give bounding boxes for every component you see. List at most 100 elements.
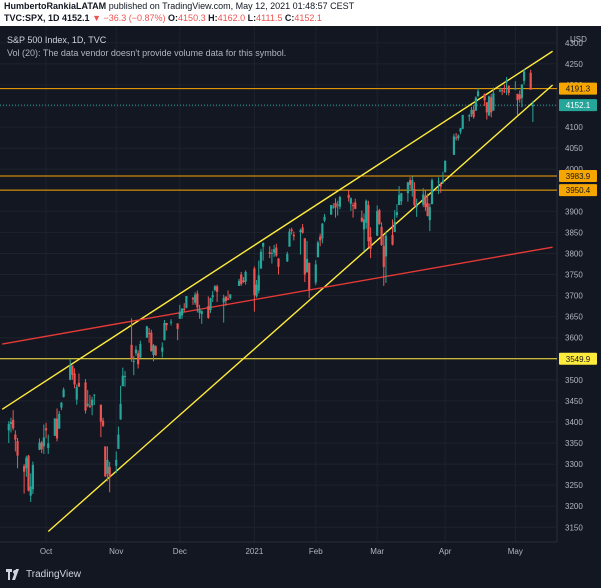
candle-body — [196, 293, 199, 308]
candle-body — [336, 204, 339, 206]
candle-body — [523, 71, 526, 81]
candle-body — [507, 85, 510, 93]
candle-body — [77, 382, 81, 387]
ohlc-line: TVC:SPX, 1D 4152.1 ▼ −36.3 (−0.87%) O:41… — [4, 13, 322, 23]
price-tick-label: 3150 — [565, 523, 583, 532]
candle-body — [303, 238, 306, 275]
candle-body — [380, 226, 383, 246]
price-chart[interactable]: 3150320032503300335034003450350035503600… — [0, 26, 601, 588]
candle-body — [384, 235, 388, 257]
tradingview-logo[interactable]: TradingView — [6, 569, 81, 580]
candle-body — [86, 403, 89, 406]
candle-body — [115, 459, 118, 466]
candle-body — [277, 258, 280, 267]
candle-body — [503, 91, 506, 93]
candle-body — [406, 182, 409, 194]
open-value: 4150.3 — [178, 13, 206, 23]
candle-body — [119, 403, 122, 420]
price-tick-label: 3900 — [565, 207, 583, 216]
author-name[interactable]: HumbertoRankiaLATAM — [4, 1, 107, 11]
time-tick-label: Feb — [309, 547, 323, 556]
price-tick-label: 3650 — [565, 313, 583, 322]
symbol-label: TVC:SPX, 1D — [4, 13, 60, 23]
candle-body — [31, 464, 34, 490]
trendline — [2, 246, 553, 345]
candle-body — [75, 386, 78, 400]
candle-body — [132, 360, 135, 362]
candle-body — [121, 375, 124, 387]
price-tick-label: 3750 — [565, 271, 583, 280]
candle-body — [457, 135, 460, 139]
candle-body — [437, 181, 440, 183]
candle-body — [400, 193, 403, 202]
candle-body — [514, 88, 517, 90]
last-price-badge — [559, 99, 597, 112]
candle-body — [148, 333, 151, 335]
candle-body — [12, 419, 15, 429]
level-price-badge-label: 3549.9 — [566, 355, 591, 364]
candle-body — [321, 223, 324, 239]
candle-body — [395, 212, 399, 216]
candle-body — [185, 296, 188, 308]
candle-body — [16, 440, 19, 456]
candle-body — [71, 365, 74, 375]
time-tick-label: Nov — [109, 547, 123, 556]
trendline — [1, 50, 553, 410]
candle-body — [25, 457, 28, 469]
price-tick-label: 4000 — [565, 165, 583, 174]
last-price-badge-label: 4152.1 — [566, 101, 591, 110]
tradingview-logo-icon — [6, 569, 19, 580]
chart-legend-title: S&P 500 Index, 1D, TVC — [7, 35, 107, 45]
price-tick-label: 3700 — [565, 292, 583, 301]
candle-body — [323, 216, 326, 221]
candle-body — [474, 97, 477, 111]
candle-body — [91, 399, 94, 406]
candle-body — [9, 421, 13, 425]
candle-body — [349, 198, 352, 204]
candle-body — [485, 102, 488, 113]
candle-body — [452, 136, 456, 155]
candle-body — [301, 227, 304, 233]
candle-body — [253, 268, 256, 296]
level-price-badge — [559, 184, 597, 197]
candle-body — [200, 311, 203, 315]
candle-body — [382, 245, 385, 267]
candle-body — [492, 93, 495, 111]
candle-body — [393, 221, 396, 232]
candle-body — [104, 446, 107, 477]
candle-body — [27, 455, 30, 491]
candle-body — [411, 180, 414, 191]
candlesticks — [7, 68, 534, 502]
candle-body — [161, 347, 164, 352]
level-price-badge-label: 4191.3 — [566, 85, 591, 94]
time-tick-label: Oct — [40, 547, 53, 556]
candle-body — [40, 442, 43, 450]
candle-body — [134, 349, 138, 354]
candle-body — [123, 376, 127, 378]
price-axis-background — [557, 26, 601, 588]
price-tick-label: 3300 — [565, 460, 583, 469]
candle-body — [244, 271, 247, 282]
price-tick-label: 4250 — [565, 60, 583, 69]
candle-body — [137, 353, 140, 365]
price-tick-label: 4050 — [565, 144, 583, 153]
candle-body — [14, 434, 17, 440]
candle-body — [117, 434, 120, 449]
time-tick-label: Apr — [439, 547, 452, 556]
candle-body — [55, 418, 59, 439]
price-tick-label: 3200 — [565, 502, 583, 511]
candle-body — [191, 298, 195, 300]
candle-body — [520, 84, 524, 99]
candle-body — [290, 229, 293, 232]
horizontal-levels — [0, 88, 557, 360]
candle-body — [441, 180, 445, 183]
candle-body — [99, 404, 102, 422]
candle-body — [408, 180, 412, 185]
candle-body — [29, 486, 32, 496]
candle-body — [360, 217, 363, 222]
publication-header: HumbertoRankiaLATAM published on Trading… — [0, 0, 601, 26]
candle-body — [106, 459, 109, 474]
level-price-badge — [559, 82, 597, 95]
candle-body — [299, 230, 302, 232]
candle-body — [101, 420, 105, 426]
